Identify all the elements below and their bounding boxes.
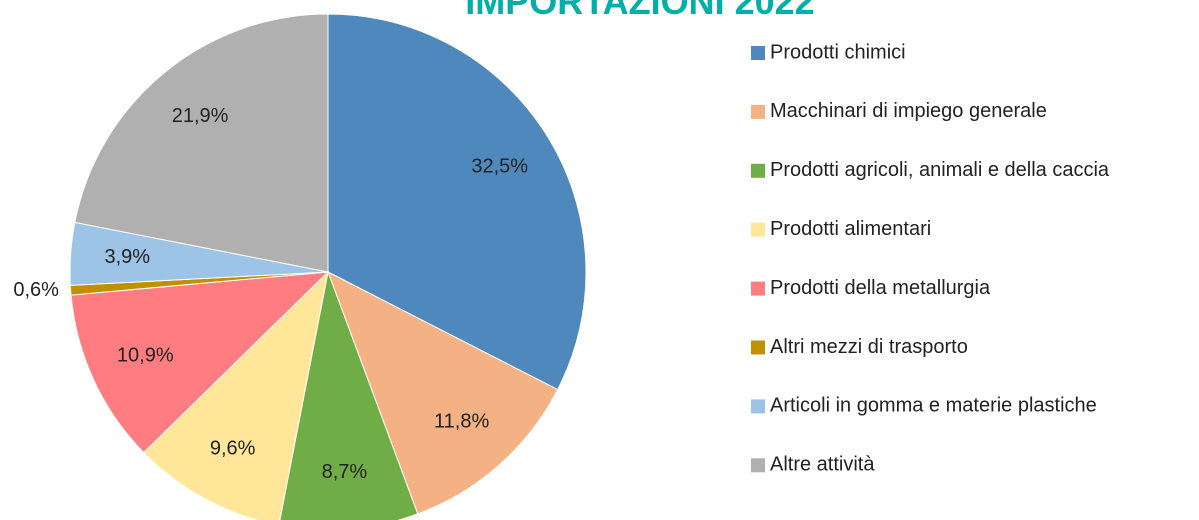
legend-label: Macchinari di impiego generale bbox=[770, 100, 1047, 122]
legend-swatch bbox=[751, 163, 765, 178]
legend-swatch bbox=[751, 340, 765, 355]
data-label: 8,7% bbox=[322, 461, 368, 483]
pie-slice bbox=[279, 270, 419, 520]
data-label: 3,9% bbox=[104, 246, 150, 268]
legend-label: Prodotti della metallurgia bbox=[770, 277, 991, 299]
pie-slice bbox=[327, 270, 559, 515]
pie-slice bbox=[143, 270, 329, 520]
legend-swatch bbox=[751, 458, 765, 473]
pie-slice bbox=[74, 13, 329, 273]
legend-label: Prodotti agricoli, animali e della cacci… bbox=[770, 159, 1110, 181]
legend-label: Articoli in gomma e materie plastiche bbox=[770, 395, 1097, 417]
data-label: 9,6% bbox=[210, 437, 256, 459]
data-label: 21,9% bbox=[172, 105, 229, 127]
legend-label: Altri mezzi di trasporto bbox=[770, 336, 968, 358]
data-label: 0,6% bbox=[13, 279, 59, 301]
legend-swatch bbox=[751, 281, 765, 296]
legend-swatch bbox=[751, 46, 765, 60]
legend-swatch bbox=[751, 222, 765, 237]
legend-label: Prodotti chimici bbox=[770, 41, 906, 63]
data-label: 32,5% bbox=[471, 155, 528, 177]
data-label: 10,9% bbox=[117, 345, 174, 367]
data-label: 11,8% bbox=[434, 411, 489, 433]
chart-title: IMPORTAZIONI 2022 bbox=[465, 0, 814, 22]
pie-slice bbox=[70, 271, 330, 454]
legend-label: Prodotti alimentari bbox=[770, 218, 931, 240]
legend-swatch bbox=[751, 399, 765, 414]
legend-label: Altre attività bbox=[770, 454, 875, 476]
legend-swatch bbox=[751, 104, 765, 119]
pie-slice bbox=[327, 13, 587, 391]
